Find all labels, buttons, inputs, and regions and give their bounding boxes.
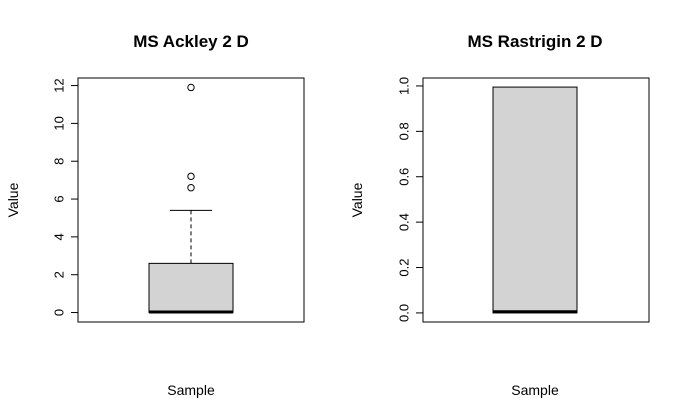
y-tick-label: 0 (51, 309, 66, 316)
y-tick-label: 1.0 (396, 77, 411, 95)
y-tick-label: 0.6 (396, 168, 411, 186)
box (148, 262, 234, 314)
y-tick-label: 0.4 (396, 213, 411, 231)
y-axis-label: Value (349, 182, 365, 217)
y-tick-label: 10 (51, 116, 66, 130)
chart-title: MS Ackley 2 D (133, 32, 249, 51)
chart-title: MS Rastrigin 2 D (467, 32, 602, 51)
x-axis-label: Sample (511, 382, 559, 398)
y-tick-label: 0.0 (396, 304, 411, 322)
box (492, 86, 578, 314)
y-tick-label: 0.2 (396, 258, 411, 276)
y-tick-label: 4 (51, 233, 66, 240)
outlier-point (187, 172, 195, 181)
panel-ackley: MS Ackley 2 D Value Sample 0 2 4 6 8 10 12 (5, 32, 305, 398)
y-tick-label: 2 (51, 271, 66, 278)
y-tick-label: 6 (51, 195, 66, 202)
chart-marks: 0 2 4 6 8 10 12 (51, 78, 234, 316)
y-tick-label: 8 (51, 158, 66, 165)
panel-rastrigin: MS Rastrigin 2 D Value Sample 0.00.20.40… (349, 32, 650, 398)
x-axis-label: Sample (167, 382, 215, 398)
outlier-point (187, 83, 195, 92)
chart-marks: 0.0 0.2 0.4 0.6 0.8 1.0 (396, 77, 578, 322)
y-tick-label: 12 (51, 78, 66, 92)
outlier-point (187, 184, 195, 192)
y-tick-label: 0.8 (396, 122, 411, 140)
y-axis-label: Value (5, 182, 21, 217)
